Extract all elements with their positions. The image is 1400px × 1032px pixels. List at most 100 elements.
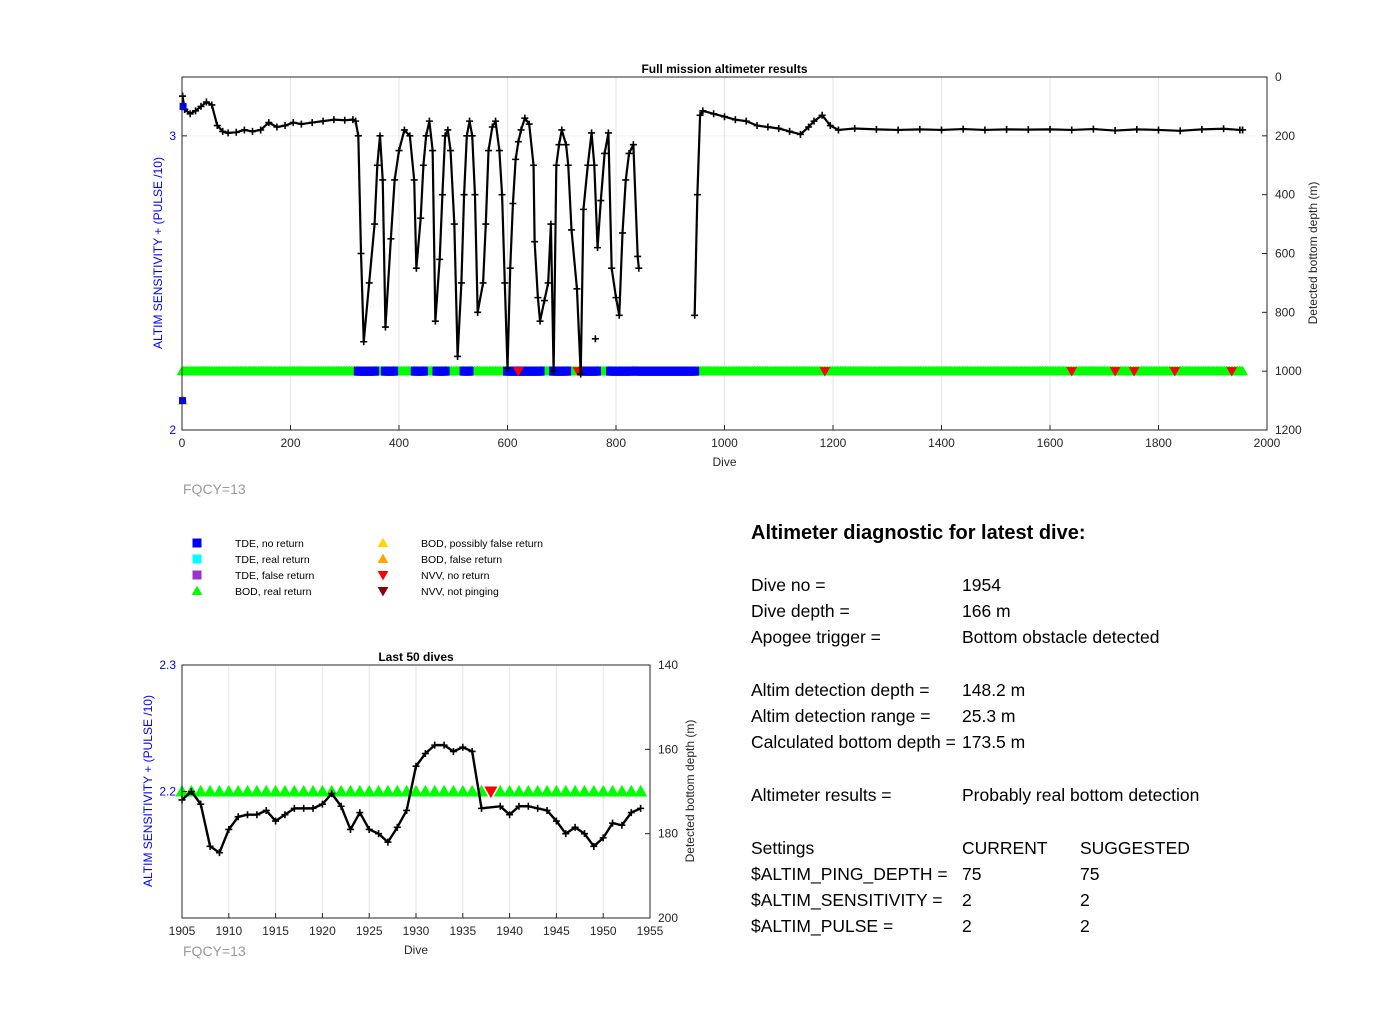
depth-point — [959, 125, 967, 133]
depth-point — [590, 842, 598, 850]
depth-point — [1198, 125, 1206, 133]
depth-point — [568, 226, 576, 234]
depth-point — [360, 338, 368, 346]
depth-point — [202, 98, 210, 106]
depth-point — [531, 238, 539, 246]
depth-point — [454, 352, 462, 360]
depth-point — [618, 821, 626, 829]
depth-point — [530, 161, 538, 169]
depth-point — [796, 130, 804, 138]
depth-point — [894, 126, 902, 134]
depth-point — [379, 176, 387, 184]
status-marker — [287, 784, 301, 797]
legend-label: BOD, false return — [421, 554, 502, 566]
depth-point — [273, 123, 281, 131]
depth-point — [460, 191, 468, 199]
legend-label: NVV, not pinging — [421, 586, 499, 598]
settings-cell: $ALTIM_PING_DEPTH = — [751, 864, 948, 885]
depth-point — [612, 294, 620, 302]
depth-point — [525, 120, 533, 128]
status-marker — [446, 784, 461, 797]
depth-point — [693, 191, 701, 199]
depth-point — [262, 806, 270, 814]
depth-point — [753, 122, 761, 130]
depth-point — [599, 834, 607, 842]
depth-point — [406, 132, 414, 140]
depth-point — [441, 132, 449, 140]
x-tick-label: 1800 — [1145, 436, 1172, 450]
depth-point — [552, 161, 560, 169]
settings-cell: 2 — [962, 916, 972, 936]
y-right-tick-label: 600 — [1275, 247, 1295, 261]
depth-point — [449, 747, 457, 755]
depth-point — [219, 127, 227, 135]
status-marker — [1066, 367, 1078, 377]
depth-point — [826, 122, 834, 130]
bottom-chart-title: Last 50 dives — [378, 650, 454, 664]
status-marker — [1128, 367, 1140, 377]
depth-point — [540, 297, 548, 305]
depth-point — [588, 129, 596, 137]
depth-point — [1046, 125, 1054, 133]
depth-line — [181, 743, 642, 854]
status-marker — [389, 366, 399, 376]
status-marker — [521, 784, 535, 797]
diagnostic-value: 1954 — [962, 575, 1001, 595]
status-marker — [240, 784, 255, 797]
depth-point — [579, 205, 587, 213]
depth-point — [1133, 125, 1141, 133]
status-marker — [418, 784, 432, 797]
depth-point — [591, 335, 599, 343]
depth-point — [289, 119, 297, 127]
depth-point — [459, 743, 467, 751]
legend-marker — [377, 586, 389, 597]
depth-point — [337, 802, 345, 810]
status-marker — [343, 784, 358, 797]
depth-line — [181, 95, 640, 376]
depth-point — [371, 220, 379, 228]
status-marker — [577, 784, 592, 797]
depth-point — [597, 197, 605, 205]
depth-point — [474, 308, 482, 316]
legend-label: NVV, no return — [421, 570, 490, 582]
depth-point — [731, 116, 739, 124]
legend-marker — [377, 537, 389, 548]
depth-point — [555, 141, 563, 149]
depth-point — [468, 132, 476, 140]
depth-point — [506, 811, 514, 819]
depth-point — [562, 830, 570, 838]
legend: TDE, no return TDE, real return TDE, false… — [191, 537, 543, 598]
depth-point — [213, 122, 221, 130]
depth-point — [215, 849, 223, 857]
top-chart-title: Full mission altimeter results — [641, 62, 807, 76]
depth-point — [1239, 126, 1247, 134]
depth-point — [354, 132, 362, 140]
status-marker — [315, 784, 329, 797]
status-marker — [503, 784, 517, 797]
depth-point — [429, 147, 437, 155]
legend-label: TDE, false return — [235, 570, 315, 582]
y-right-tick-label: 200 — [658, 911, 678, 925]
depth-point — [206, 842, 214, 850]
x-tick-label: 1600 — [1037, 436, 1064, 450]
depth-point — [208, 101, 216, 109]
depth-point — [179, 92, 187, 100]
depth-point — [240, 126, 248, 134]
x-tick-label: 1910 — [215, 924, 242, 938]
depth-point — [543, 806, 551, 814]
depth-point — [534, 294, 542, 302]
depth-point — [573, 285, 581, 293]
depth-point — [515, 802, 523, 810]
x-tick-label: 1925 — [356, 924, 383, 938]
depth-point — [421, 750, 429, 758]
depth-point — [609, 819, 617, 827]
depth-point — [512, 155, 520, 163]
depth-point — [422, 132, 430, 140]
depth-point — [395, 147, 403, 155]
depth-point — [450, 220, 458, 228]
depth-point — [594, 244, 602, 252]
last-50-dives-chart: 1905 1910 1915 1920 1925 1930 1935 1940 1945 1950… — [141, 650, 697, 959]
depth-point — [365, 279, 373, 287]
top-chart-right-y-axis-label: Detected bottom depth (m) — [1306, 182, 1320, 325]
depth-point — [419, 161, 427, 169]
